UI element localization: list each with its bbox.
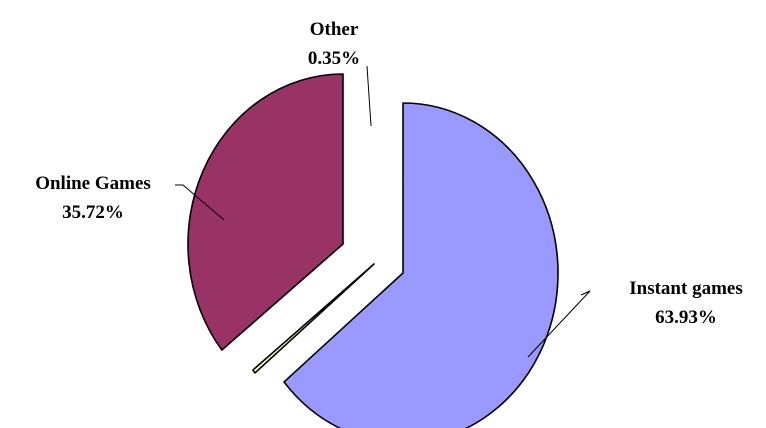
slice-value-other: 0.35% xyxy=(308,48,360,69)
slice-value-instant-games: 63.93% xyxy=(655,307,717,328)
leader-line-other xyxy=(366,65,372,127)
slice-label-other: Other xyxy=(310,19,359,40)
pie-slice-online-games xyxy=(187,73,344,351)
leader-line-instant-games xyxy=(527,290,591,358)
slice-label-online-games: Online Games xyxy=(35,173,151,194)
pie-slice-instant-games xyxy=(283,102,559,428)
pie-slice-other xyxy=(252,263,375,374)
slice-label-instant-games: Instant games xyxy=(629,278,742,299)
leader-line-online-games xyxy=(175,184,225,221)
slice-value-online-games: 35.72% xyxy=(62,202,124,223)
